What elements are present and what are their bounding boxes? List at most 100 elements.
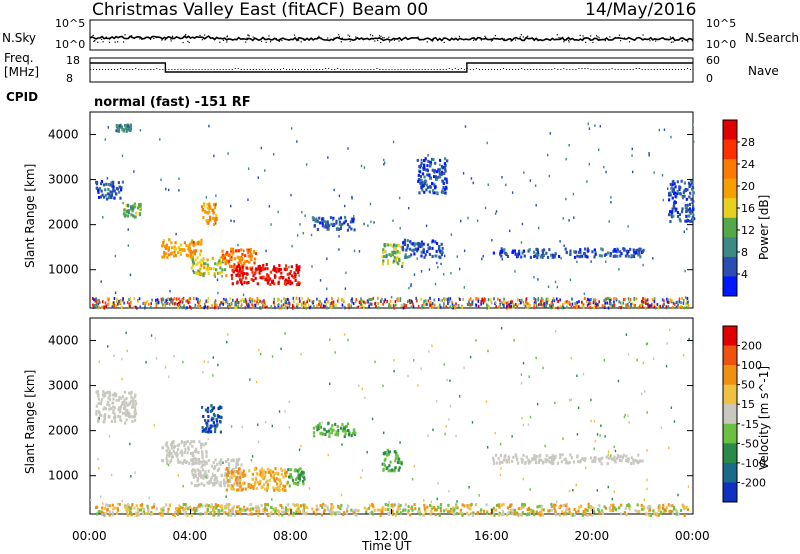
velocity-cell	[230, 513, 233, 517]
power-cell	[427, 159, 430, 163]
power-cell	[516, 305, 518, 309]
power-cell	[100, 180, 104, 184]
power-cell	[208, 210, 211, 214]
velocity-cell	[317, 424, 320, 428]
power-cell	[121, 305, 123, 309]
power-cell	[602, 304, 605, 308]
power-cell	[406, 300, 409, 304]
velocity-cell	[219, 504, 222, 508]
velocity-cell	[98, 410, 101, 414]
velocity-cell	[218, 461, 221, 465]
power-cell	[350, 217, 354, 221]
velocity-cell	[219, 420, 222, 424]
power-cell	[393, 255, 396, 259]
power-cell	[464, 125, 467, 128]
power-cell	[443, 297, 445, 301]
power-cell	[206, 263, 209, 267]
power-cell	[428, 185, 432, 189]
velocity-cell	[206, 481, 209, 485]
velocity-cell	[555, 329, 557, 333]
velocity-cell	[445, 425, 447, 428]
velocity-cell	[500, 327, 503, 330]
power-cell	[511, 249, 515, 253]
power-cell	[588, 127, 591, 130]
power-cell	[445, 181, 449, 185]
velocity-cell	[191, 451, 194, 455]
colorbar-segment	[723, 482, 737, 503]
power-cell	[639, 255, 642, 259]
power-cell	[384, 298, 387, 302]
velocity-cell	[295, 510, 298, 514]
power-cell	[177, 304, 180, 308]
velocity-cell	[495, 508, 498, 512]
power-cell	[96, 299, 99, 303]
velocity-cell	[430, 509, 433, 513]
power-cell	[557, 306, 559, 310]
power-cell	[231, 247, 235, 251]
power-cell	[259, 299, 261, 303]
colorbar-tick-label: 15	[741, 398, 755, 411]
velocity-cell	[191, 469, 194, 473]
velocity-cell	[108, 435, 111, 438]
power-cell	[683, 181, 686, 185]
nsearch-point	[377, 39, 379, 42]
power-cell	[417, 173, 420, 177]
power-panel	[89, 111, 694, 309]
power-cell	[439, 305, 442, 309]
power-cell	[277, 210, 279, 214]
nsearch-point	[204, 34, 206, 36]
velocity-cell	[661, 506, 665, 510]
power-cell	[154, 298, 157, 302]
power-cell	[460, 219, 462, 223]
power-cell	[183, 304, 185, 308]
power-cell	[116, 124, 119, 128]
power-cell	[136, 206, 140, 210]
velocity-cell	[320, 513, 323, 517]
velocity-cell	[353, 432, 356, 436]
velocity-cell	[248, 469, 251, 473]
nave-point	[316, 69, 318, 70]
velocity-cell	[522, 362, 525, 365]
nave-tick-bottom: 0	[706, 72, 713, 85]
velocity-cell	[284, 506, 288, 510]
power-cell	[133, 205, 136, 209]
velocity-cell	[514, 512, 517, 516]
power-cell	[627, 255, 630, 259]
power-cell	[376, 296, 379, 300]
power-cell	[679, 185, 682, 189]
power-cell	[608, 220, 610, 223]
power-cell	[668, 210, 672, 214]
power-cell	[403, 240, 407, 244]
power-cell	[347, 303, 349, 307]
power-cell	[229, 297, 232, 301]
power-cell	[684, 296, 687, 299]
velocity-cell	[584, 512, 587, 516]
power-cell	[500, 249, 504, 253]
power-cell	[455, 302, 457, 306]
power-cell	[191, 255, 194, 259]
velocity-cell	[453, 508, 456, 512]
velocity-cell	[616, 456, 619, 460]
power-cell	[203, 209, 207, 213]
velocity-cell	[687, 485, 690, 488]
velocity-cell	[381, 510, 384, 514]
power-cell	[112, 188, 115, 192]
x-tick-label: 08:00	[273, 529, 308, 543]
power-cell	[294, 275, 297, 279]
velocity-cell	[274, 467, 277, 471]
velocity-cell	[468, 485, 470, 489]
nave-point	[219, 69, 221, 70]
velocity-cell	[121, 395, 125, 399]
velocity-cell	[219, 415, 222, 419]
velocity-cell	[294, 468, 297, 472]
velocity-cell	[188, 505, 191, 509]
power-cell	[209, 206, 212, 210]
velocity-cell	[134, 409, 137, 413]
power-cell	[448, 299, 451, 303]
nsearch-point	[369, 34, 372, 36]
power-cell	[669, 298, 672, 302]
power-cell	[595, 305, 597, 309]
power-cell	[276, 267, 279, 271]
power-cell	[226, 304, 229, 308]
nave-point	[602, 69, 604, 70]
